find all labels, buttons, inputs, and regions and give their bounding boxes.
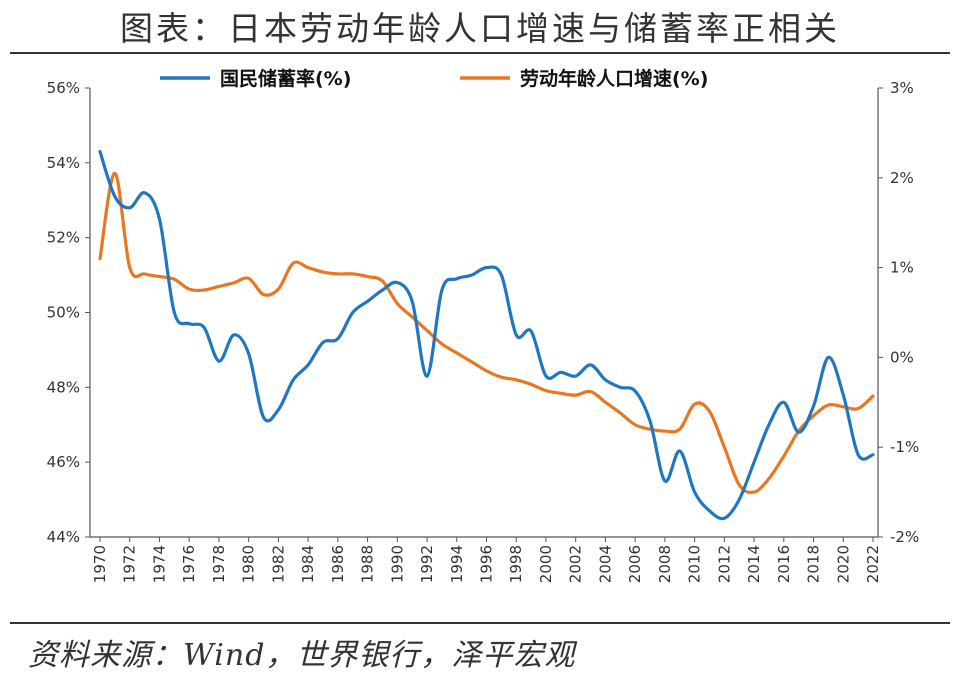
x-tick-label: 1986 — [329, 545, 347, 583]
left-tick-label: 48% — [47, 378, 80, 396]
x-tick-label: 2016 — [775, 545, 793, 583]
x-tick-label: 1992 — [418, 545, 436, 583]
legend: 国民储蓄率(%) 劳动年龄人口增速(%) — [160, 67, 708, 90]
x-tick-label: 2014 — [745, 545, 763, 583]
x-tick-label: 2002 — [567, 545, 585, 583]
right-tick-label: -1% — [890, 438, 919, 456]
x-tick-label: 1998 — [507, 545, 525, 583]
right-tick-label: 1% — [890, 259, 914, 277]
x-tick-label: 1978 — [210, 545, 228, 583]
x-tick-label: 1970 — [91, 545, 109, 583]
left-tick-label: 46% — [47, 453, 80, 471]
source-note: 资料来源：Wind，世界银行，泽平宏观 — [28, 638, 576, 673]
x-tick-label: 1990 — [388, 545, 406, 583]
left-tick-label: 50% — [47, 304, 80, 322]
left-tick-label: 54% — [47, 154, 80, 172]
series-line-labor-growth — [98, 171, 875, 495]
axes — [89, 88, 879, 538]
x-tick-label: 2022 — [864, 545, 882, 583]
x-tick-label: 2010 — [686, 545, 704, 583]
x-tick-label: 1984 — [299, 545, 317, 583]
left-axis-ticks: 44% 46% 48% 50% 52% 54% 56% — [47, 79, 90, 546]
right-tick-label: 0% — [890, 348, 914, 366]
x-tick-label: 1982 — [269, 545, 287, 583]
left-tick-label: 44% — [47, 528, 80, 546]
top-rule — [10, 52, 950, 54]
x-tick-label: 2004 — [596, 545, 614, 583]
x-tick-label: 1994 — [448, 545, 466, 583]
chart-title: 图表：日本劳动年龄人口增速与储蓄率正相关 — [120, 9, 840, 48]
right-tick-label: 3% — [890, 79, 914, 97]
series-line-savings-rate — [98, 150, 875, 521]
x-tick-label: 2020 — [834, 545, 852, 583]
x-tick-label: 1996 — [478, 545, 496, 583]
legend-label: 国民储蓄率(%) — [220, 67, 351, 90]
x-tick-label: 1972 — [121, 545, 139, 583]
x-tick-label: 1976 — [180, 545, 198, 583]
right-axis-ticks: -2% -1% 0% 1% 2% 3% — [878, 79, 919, 546]
series-layer — [98, 150, 875, 521]
right-tick-label: 2% — [890, 169, 914, 187]
x-tick-label: 2018 — [805, 545, 823, 583]
x-tick-label: 2000 — [537, 545, 555, 583]
x-tick-label: 1974 — [150, 545, 168, 583]
left-tick-label: 56% — [47, 79, 80, 97]
x-tick-label: 2012 — [715, 545, 733, 583]
x-tick-label: 2008 — [656, 545, 674, 583]
x-axis-ticks: 1970 1972 1974 1976 1978 1980 1982 1984 1986 1988… — [91, 537, 882, 583]
bottom-rule — [10, 622, 950, 624]
x-tick-label: 2006 — [626, 545, 644, 583]
left-tick-label: 52% — [47, 229, 80, 247]
x-tick-label: 1980 — [240, 545, 258, 583]
right-tick-label: -2% — [890, 528, 919, 546]
legend-label: 劳动年龄人口增速(%) — [520, 67, 708, 90]
x-tick-label: 1988 — [359, 545, 377, 583]
